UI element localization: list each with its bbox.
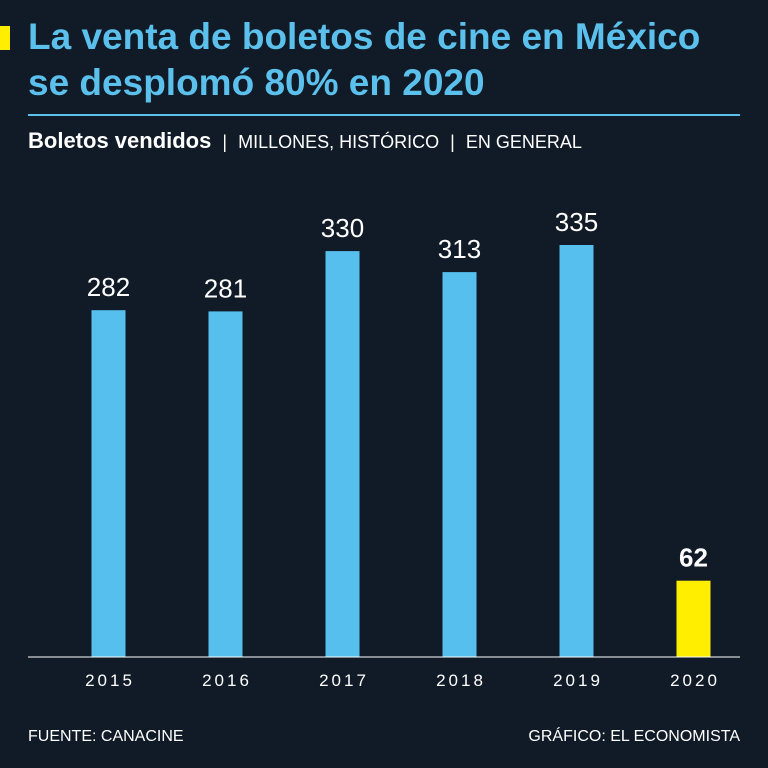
subtitle-main: Boletos vendidos: [28, 128, 212, 153]
x-tick-label-2015: 2015: [85, 671, 135, 690]
bar-2018: [442, 272, 477, 657]
bar-2020: [676, 580, 711, 657]
value-label-2019: 335: [555, 207, 598, 237]
bars-group: [91, 245, 711, 657]
subtitle-scope: EN GENERAL: [465, 132, 582, 152]
bar-2017: [325, 251, 360, 657]
x-tick-label-2019: 2019: [553, 671, 603, 690]
chart-title: La venta de boletos de cine en México se…: [28, 16, 701, 103]
value-label-2017: 330: [321, 213, 364, 243]
bar-2016: [208, 311, 243, 657]
bar-2015: [91, 310, 126, 657]
value-label-2018: 313: [438, 234, 481, 264]
value-labels-group: 282 281 330 313 335 62: [87, 207, 708, 573]
credit-note: GRÁFICO: EL ECONOMISTA: [528, 728, 740, 745]
title-accent-bar: [0, 26, 10, 50]
x-tick-label-2016: 2016: [202, 671, 252, 690]
value-label-2016: 281: [204, 273, 247, 303]
x-tick-labels-group: 2015 2016 2017 2018 2019 2020: [85, 671, 720, 690]
chart-subtitle: Boletos vendidos | MILLONES, HISTÓRICO |…: [28, 126, 582, 156]
x-tick-label-2020: 2020: [670, 671, 720, 690]
x-tick-label-2017: 2017: [319, 671, 369, 690]
subtitle-units: MILLONES, HISTÓRICO: [238, 132, 440, 152]
title-divider: [28, 114, 740, 116]
x-tick-label-2018: 2018: [436, 671, 486, 690]
subtitle-separator: |: [450, 132, 455, 152]
subtitle-separator: |: [222, 132, 228, 152]
source-note: FUENTE: CANACINE: [28, 728, 184, 745]
value-label-2020: 62: [679, 543, 708, 573]
bar-2019: [559, 245, 594, 657]
value-label-2015: 282: [87, 272, 130, 302]
